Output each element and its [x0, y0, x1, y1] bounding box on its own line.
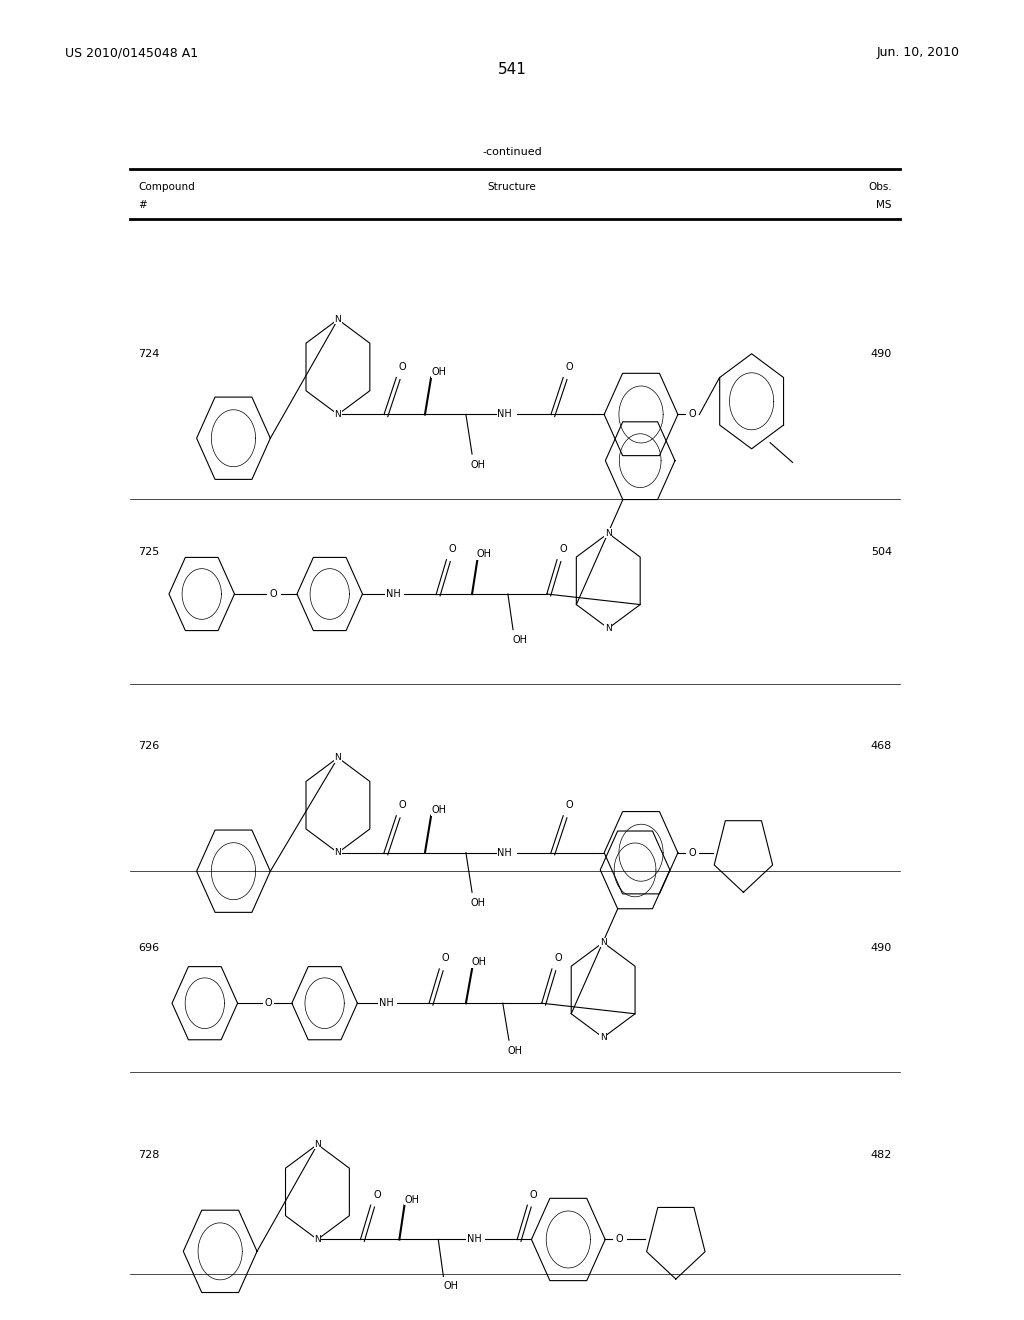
Text: OH: OH	[472, 957, 486, 968]
Text: O: O	[615, 1234, 624, 1245]
Text: N: N	[600, 1034, 606, 1041]
Text: N: N	[335, 315, 341, 323]
Text: N: N	[314, 1236, 321, 1243]
Text: N: N	[600, 939, 606, 946]
Text: NH: NH	[467, 1234, 481, 1245]
Text: 724: 724	[138, 348, 160, 359]
Text: 504: 504	[870, 546, 892, 557]
Text: OH: OH	[471, 898, 485, 908]
Text: OH: OH	[404, 1195, 419, 1205]
Text: OH: OH	[508, 1045, 522, 1056]
Text: 725: 725	[138, 546, 160, 557]
Text: N: N	[335, 754, 341, 762]
Text: OH: OH	[471, 459, 485, 470]
Text: O: O	[565, 362, 573, 372]
Text: #: #	[138, 199, 147, 210]
Text: O: O	[565, 800, 573, 810]
Text: MS: MS	[877, 199, 892, 210]
Text: O: O	[441, 953, 450, 964]
Text: NH: NH	[498, 847, 512, 858]
Text: O: O	[554, 953, 562, 964]
Text: US 2010/0145048 A1: US 2010/0145048 A1	[65, 46, 198, 59]
Text: OH: OH	[477, 549, 492, 560]
Text: 696: 696	[138, 942, 160, 953]
Text: Jun. 10, 2010: Jun. 10, 2010	[877, 46, 959, 59]
Text: O: O	[688, 409, 696, 420]
Text: Structure: Structure	[487, 182, 537, 193]
Text: O: O	[529, 1189, 538, 1200]
Text: O: O	[264, 998, 272, 1008]
Text: 728: 728	[138, 1150, 160, 1160]
Text: N: N	[605, 624, 611, 632]
Text: N: N	[335, 849, 341, 857]
Text: O: O	[269, 589, 278, 599]
Text: O: O	[373, 1189, 381, 1200]
Text: 468: 468	[870, 741, 892, 751]
Text: 726: 726	[138, 741, 160, 751]
Text: NH: NH	[498, 409, 512, 420]
Text: -continued: -continued	[482, 147, 542, 157]
Text: Obs.: Obs.	[868, 182, 892, 193]
Text: Compound: Compound	[138, 182, 195, 193]
Text: O: O	[559, 544, 567, 554]
Text: OH: OH	[513, 635, 527, 645]
Text: 541: 541	[498, 62, 526, 78]
Text: OH: OH	[432, 805, 446, 816]
Text: O: O	[398, 362, 407, 372]
Text: 482: 482	[870, 1150, 892, 1160]
Text: 490: 490	[870, 348, 892, 359]
Text: NH: NH	[379, 998, 393, 1008]
Text: N: N	[605, 529, 611, 537]
Text: O: O	[398, 800, 407, 810]
Text: O: O	[449, 544, 457, 554]
Text: NH: NH	[386, 589, 400, 599]
Text: N: N	[335, 411, 341, 418]
Text: OH: OH	[443, 1280, 458, 1291]
Text: 490: 490	[870, 942, 892, 953]
Text: N: N	[314, 1140, 321, 1148]
Text: O: O	[688, 847, 696, 858]
Text: OH: OH	[432, 367, 446, 378]
